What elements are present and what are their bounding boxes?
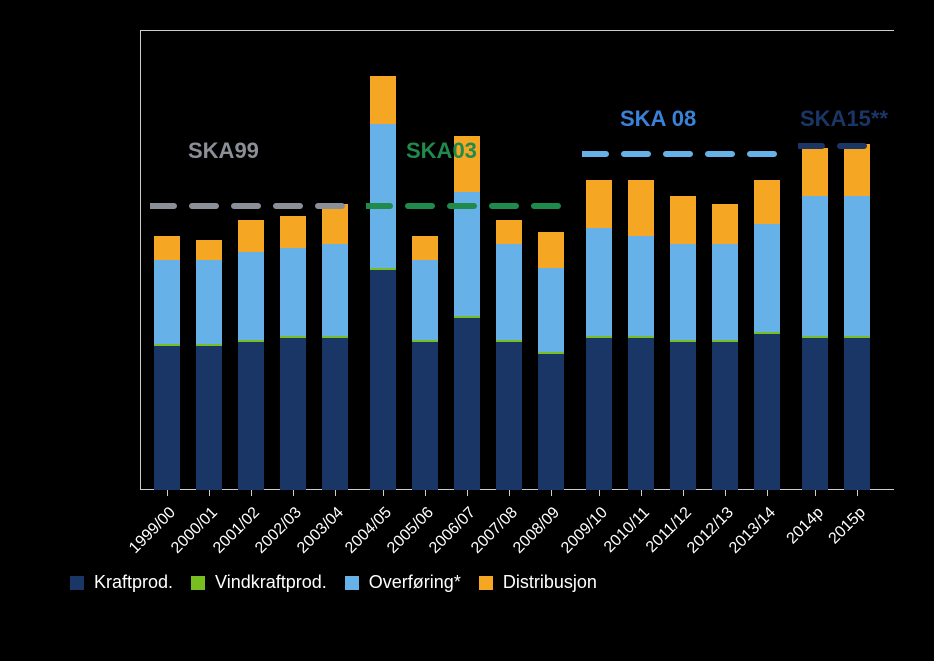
legend-swatch <box>345 576 359 590</box>
legend-label: Kraftprod. <box>94 572 173 593</box>
bar-segment-light <box>586 228 612 336</box>
bar-segment-orange <box>538 232 564 268</box>
legend-label: Overføring* <box>369 572 461 593</box>
bar-segment-light <box>802 196 828 336</box>
bar-segment-dark <box>496 342 522 490</box>
bar-segment-green <box>496 340 522 342</box>
bar-segment-light <box>628 236 654 336</box>
reference-line <box>366 202 568 210</box>
bar-segment-light <box>154 260 180 344</box>
bar-segment-orange <box>802 148 828 196</box>
legend: Kraftprod. Vindkraftprod. Overføring* Distr… <box>70 572 597 593</box>
bar-segment-light <box>238 252 264 340</box>
bar-segment-green <box>322 336 348 338</box>
bar-segment-orange <box>754 180 780 224</box>
legend-item: Vindkraftprod. <box>191 572 327 593</box>
reference-line <box>582 150 784 158</box>
bar-segment-orange <box>586 180 612 228</box>
bar-segment-light <box>844 196 870 336</box>
bar-segment-dark <box>628 338 654 490</box>
x-category-label: 2004/05 <box>342 504 396 558</box>
bar-segment-orange <box>280 216 306 248</box>
reference-line <box>798 142 874 150</box>
bar-segment-orange <box>670 196 696 244</box>
stacked-bar-chart: 1999/002000/012001/022002/032003/042004/… <box>140 30 894 490</box>
bar-segment-orange <box>322 204 348 244</box>
bar-segment-orange <box>412 236 438 260</box>
bar-segment-light <box>412 260 438 340</box>
bar-segment-green <box>280 336 306 338</box>
bar-segment-orange <box>712 204 738 244</box>
bar-segment-dark <box>322 338 348 490</box>
bar-segment-light <box>280 248 306 336</box>
bar-segment-green <box>196 344 222 346</box>
x-category-label: 2014p <box>784 504 828 548</box>
bar-segment-orange <box>238 220 264 252</box>
bar-segment-dark <box>586 338 612 490</box>
bar-segment-dark <box>154 346 180 490</box>
bar-segment-green <box>802 336 828 338</box>
reference-line <box>150 202 352 210</box>
legend-item: Kraftprod. <box>70 572 173 593</box>
bar-segment-light <box>496 244 522 340</box>
bar-segment-dark <box>802 338 828 490</box>
bar-segment-green <box>238 340 264 342</box>
legend-swatch <box>70 576 84 590</box>
reference-label: SKA03 <box>406 138 477 164</box>
bar-segment-green <box>712 340 738 342</box>
bar-segment-green <box>538 352 564 354</box>
bar-segment-light <box>712 244 738 340</box>
bar-segment-orange <box>154 236 180 260</box>
reference-label: SKA15** <box>800 106 888 132</box>
bar-segment-dark <box>370 270 396 490</box>
bar-segment-green <box>454 316 480 318</box>
bar-segment-green <box>586 336 612 338</box>
bar-segment-light <box>370 124 396 268</box>
legend-item: Overføring* <box>345 572 461 593</box>
reference-label: SKA 08 <box>620 106 696 132</box>
legend-swatch <box>479 576 493 590</box>
x-category-label: 2009/10 <box>558 504 612 558</box>
x-category-label: 2010/11 <box>601 504 654 557</box>
bar-segment-light <box>538 268 564 352</box>
bar-segment-orange <box>196 240 222 260</box>
bar-segment-light <box>322 244 348 336</box>
top-gridline <box>140 30 894 31</box>
bar-segment-orange <box>370 76 396 124</box>
bar-segment-green <box>670 340 696 342</box>
bar-segment-green <box>370 268 396 270</box>
bar-segment-orange <box>496 220 522 244</box>
bar-segment-dark <box>238 342 264 490</box>
reference-label: SKA99 <box>188 138 259 164</box>
bar-segment-orange <box>628 180 654 236</box>
bar-segment-dark <box>844 338 870 490</box>
bar-segment-light <box>196 260 222 344</box>
legend-item: Distribusjon <box>479 572 597 593</box>
legend-swatch <box>191 576 205 590</box>
bar-segment-dark <box>670 342 696 490</box>
bar-segment-dark <box>280 338 306 490</box>
bar-segment-green <box>154 344 180 346</box>
x-category-label: 1999/00 <box>126 504 180 558</box>
bar-segment-dark <box>454 318 480 490</box>
bar-segment-light <box>454 192 480 316</box>
bar-segment-dark <box>712 342 738 490</box>
bar-segment-dark <box>196 346 222 490</box>
bar-segment-light <box>670 244 696 340</box>
bar-segment-dark <box>538 354 564 490</box>
bar-segment-dark <box>754 334 780 490</box>
legend-label: Vindkraftprod. <box>215 572 327 593</box>
bar-segment-green <box>844 336 870 338</box>
bar-segment-dark <box>412 342 438 490</box>
bar-segment-green <box>628 336 654 338</box>
bar-segment-orange <box>844 144 870 196</box>
bar-segment-green <box>754 332 780 334</box>
y-axis <box>140 30 141 490</box>
bar-segment-light <box>754 224 780 332</box>
bar-segment-green <box>412 340 438 342</box>
x-category-label: 2015p <box>826 504 870 548</box>
legend-label: Distribusjon <box>503 572 597 593</box>
